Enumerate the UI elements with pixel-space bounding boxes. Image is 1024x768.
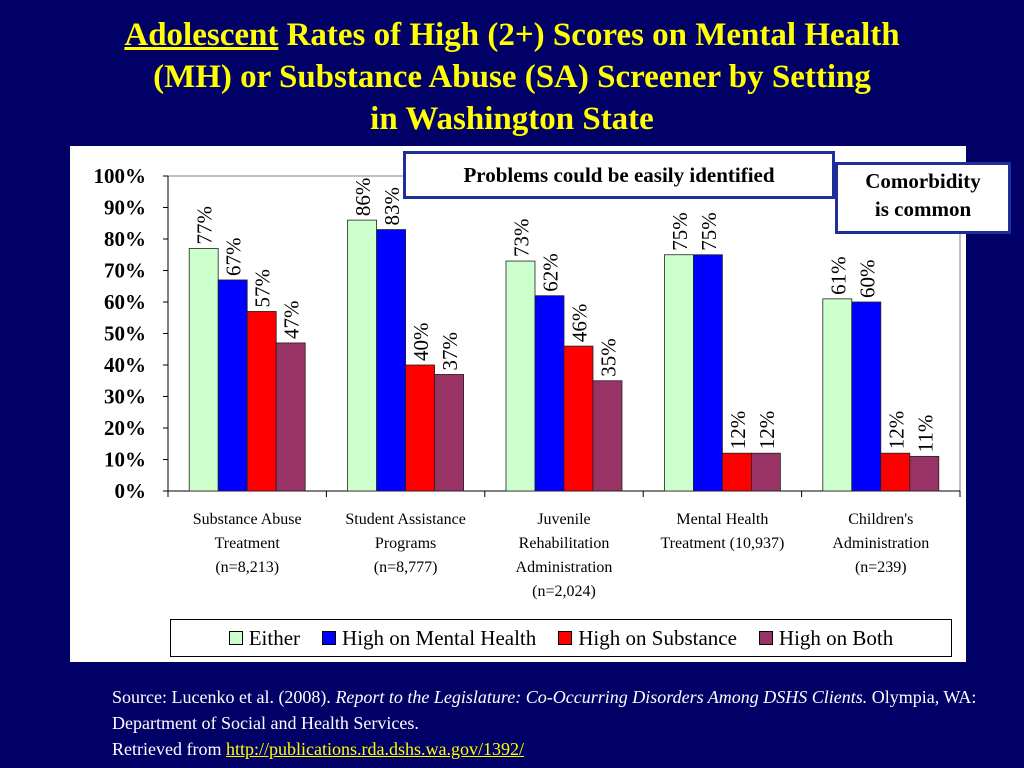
bar [534, 295, 565, 492]
data-label: 86% [351, 178, 375, 217]
legend-item: High on Substance [558, 626, 737, 651]
data-label: 75% [697, 212, 721, 251]
bar [664, 254, 694, 492]
legend-label: Either [248, 625, 301, 650]
callout-comorbidity-line-1: Comorbidity [865, 169, 981, 193]
y-tick-label: 90% [104, 196, 146, 220]
legend-label: High on Both [778, 625, 894, 650]
bar-chart: 0% 10% 20% 30% 40% 50% 60% 70% 80% 90% 100% 77% 86% 7… [94, 164, 961, 600]
category-label: Programs [375, 535, 436, 552]
source-link[interactable]: http://publications.rda.dshs.wa.gov/1392… [225, 739, 524, 759]
legend-swatch [558, 631, 573, 645]
callout-problems: Problems could be easily identified [403, 151, 835, 199]
bar [376, 229, 407, 492]
data-label: 77% [193, 206, 217, 245]
bar [880, 452, 911, 492]
bar [693, 254, 723, 492]
title-line-2: (MH) or Substance Abuse (SA) Screener by… [153, 59, 871, 95]
category-label: Children's [848, 511, 913, 528]
data-label: 12% [755, 411, 779, 450]
y-tick-label: 0% [115, 479, 147, 503]
title-line-3: in Washington State [370, 101, 654, 137]
bar [592, 380, 623, 492]
legend-label: High on Mental Health [342, 625, 537, 650]
source-suffix: Olympia, WA: Department of Social and He… [112, 687, 977, 733]
y-tick-label: 50% [104, 322, 146, 346]
category-label: Mental Health [676, 511, 768, 528]
data-label: 67% [222, 237, 246, 276]
legend-swatch [322, 631, 337, 645]
chart-panel: 0% 10% 20% 30% 40% 50% 60% 70% 80% 90% 100% 77% 86% 7… [70, 146, 966, 662]
category-label: Treatment (10,937) [660, 535, 784, 552]
bar [217, 279, 248, 492]
y-tick-label: 60% [104, 290, 146, 314]
data-label: 37% [438, 332, 462, 371]
source-prefix: Source: Lucenko et al. (2008). [112, 687, 336, 707]
data-label: 60% [855, 260, 879, 299]
bar [188, 248, 219, 492]
data-label: 12% [884, 411, 908, 450]
chart-legend: Either High on Mental Health High on Subst… [170, 619, 952, 657]
bar [751, 452, 781, 492]
bar [563, 345, 594, 492]
bar [347, 219, 378, 492]
slide-title: Adolescent Rates of High (2+) Scores on … [0, 14, 1024, 140]
title-line-1: Adolescent Rates of High (2+) Scores on … [0, 14, 1024, 56]
data-label: 47% [280, 300, 304, 339]
data-label: 61% [826, 256, 850, 295]
category-label: (n=8,213) [215, 559, 279, 576]
category-label: Juvenile [537, 511, 590, 528]
callout-comorbidity: Comorbidity is common [835, 162, 1011, 234]
callout-comorbidity-line-2: is common [874, 197, 972, 221]
bar [505, 260, 536, 492]
bar [434, 374, 465, 492]
bar [405, 364, 436, 492]
data-label: 73% [510, 219, 534, 257]
data-label: 46% [568, 304, 592, 343]
category-label: Treatment [215, 535, 281, 552]
category-label: Administration [516, 559, 613, 576]
category-label: (n=8,777) [374, 559, 438, 576]
legend-item: High on Mental Health [322, 626, 536, 651]
category-label: (n=2,024) [532, 583, 596, 600]
y-tick-label: 10% [104, 448, 146, 472]
legend-swatch [758, 631, 773, 645]
y-tick-label: 20% [104, 416, 146, 440]
category-label: Rehabilitation [519, 535, 610, 552]
legend-item: Either [228, 625, 301, 651]
category-label: (n=239) [855, 559, 907, 576]
data-label: 12% [726, 411, 750, 450]
legend-label: High on Substance [578, 625, 737, 650]
source-report-title: Report to the Legislature: Co-Occurring … [335, 687, 868, 707]
data-label: 40% [409, 323, 433, 362]
category-label: Student Assistance [345, 511, 465, 528]
bar [275, 342, 306, 492]
data-label: 57% [251, 269, 275, 308]
data-label: 75% [668, 212, 692, 251]
data-label: 35% [597, 338, 621, 377]
source-retrieved: Retrieved from [112, 739, 226, 759]
y-tick-label: 40% [104, 353, 146, 377]
y-tick-label: 70% [104, 259, 146, 283]
y-tick-label: 30% [104, 385, 146, 409]
title-underlined-word: Adolescent [124, 17, 279, 53]
data-label: 62% [539, 253, 563, 292]
bar [246, 311, 277, 492]
bar [851, 301, 882, 492]
category-label: Substance Abuse [193, 511, 302, 528]
legend-item: High on Both [758, 625, 894, 651]
title-line-1-rest: Rates of High (2+) Scores on Mental Heal… [278, 17, 900, 53]
bar [722, 452, 752, 492]
data-label: 83% [380, 187, 404, 226]
bar [822, 298, 853, 492]
bar [909, 455, 940, 492]
data-label: 11% [913, 415, 937, 453]
y-tick-label: 100% [94, 164, 147, 188]
y-tick-label: 80% [104, 227, 146, 251]
legend-swatch [228, 631, 243, 645]
source-citation: Source: Lucenko et al. (2008). Report to… [112, 684, 992, 762]
category-label: Administration [832, 535, 929, 552]
